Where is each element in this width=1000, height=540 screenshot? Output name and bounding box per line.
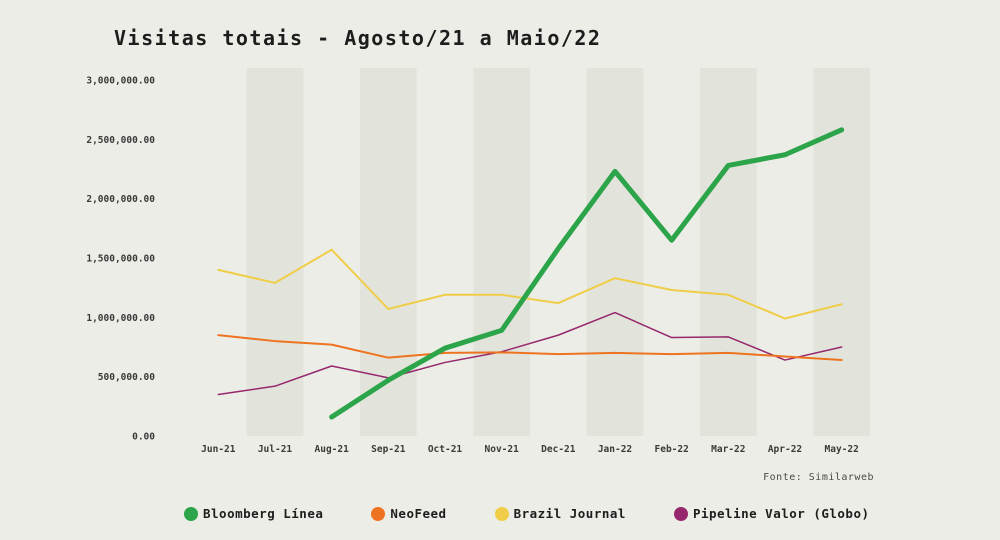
series-line-bloomberg-l-nea	[329, 127, 845, 420]
y-tick-label: 500,000.00	[98, 372, 155, 383]
legend-label-bloomberg-l-nea: Bloomberg Línea	[203, 506, 324, 521]
x-tick-label: Feb-22	[655, 444, 689, 455]
legend-dot-neofeed	[371, 506, 386, 521]
x-tick-label: Mar-22	[711, 444, 745, 455]
y-tick-label: 1,000,000.00	[86, 313, 155, 324]
plot-stripe	[360, 68, 417, 436]
x-tick-label: May-22	[825, 444, 859, 455]
chart-legend: Bloomberg Línea NeoFeed Brazil Journal Pipe…	[184, 506, 870, 521]
chart-title: Visitas totais - Agosto/21 a Maio/22	[114, 26, 602, 50]
series-line-pipeline-valor-globo	[217, 311, 843, 396]
x-tick-label: Jan-22	[598, 444, 632, 455]
y-tick-label: 3,000,000.00	[86, 76, 155, 87]
y-tick-label: 2,000,000.00	[86, 194, 155, 205]
legend-item-bloomberg-l-nea: Bloomberg Línea	[184, 506, 323, 521]
x-tick-label: Dec-21	[541, 444, 576, 455]
x-tick-label: Aug-21	[315, 444, 350, 455]
legend-item-brazil-journal: Brazil Journal	[494, 506, 626, 521]
legend-dot-brazil-journal	[494, 506, 509, 521]
legend-label-neofeed: NeoFeed	[390, 506, 447, 521]
legend-label-brazil-journal: Brazil Journal	[513, 506, 626, 521]
x-tick-label: Oct-21	[428, 444, 463, 455]
legend-dot-pipeline-valor-globo	[673, 506, 688, 521]
legend-item-neofeed: NeoFeed	[371, 506, 446, 521]
chart-source-note: Fonte: Similarweb	[763, 472, 874, 483]
line-chart-plot: 3,000,000.00 2,500,000.00 2,000,000.00 1,50…	[86, 68, 870, 455]
series-line-neofeed	[217, 334, 843, 362]
x-tick-label: Jul-21	[258, 444, 293, 455]
x-tick-label: Nov-21	[485, 444, 520, 455]
x-tick-label: Sep-21	[371, 444, 406, 455]
plot-stripe	[586, 68, 644, 436]
plot-stripe	[700, 68, 757, 436]
plot-stripe	[473, 68, 530, 436]
legend-dot-bloomberg-l-nea	[184, 506, 198, 521]
plot-stripe	[813, 68, 870, 436]
legend-label-pipeline-valor-globo: Pipeline Valor (Globo)	[692, 506, 870, 521]
y-tick-label: 0.00	[132, 432, 155, 443]
x-tick-label: Apr-22	[768, 444, 802, 455]
x-tick-label: Jun-21	[201, 444, 236, 455]
y-tick-label: 2,500,000.00	[86, 135, 155, 146]
legend-item-pipeline-valor-globo: Pipeline Valor (Globo)	[673, 506, 870, 521]
series-line-brazil-journal	[217, 248, 843, 320]
y-tick-label: 1,500,000.00	[86, 254, 155, 265]
plot-stripe	[246, 68, 304, 436]
